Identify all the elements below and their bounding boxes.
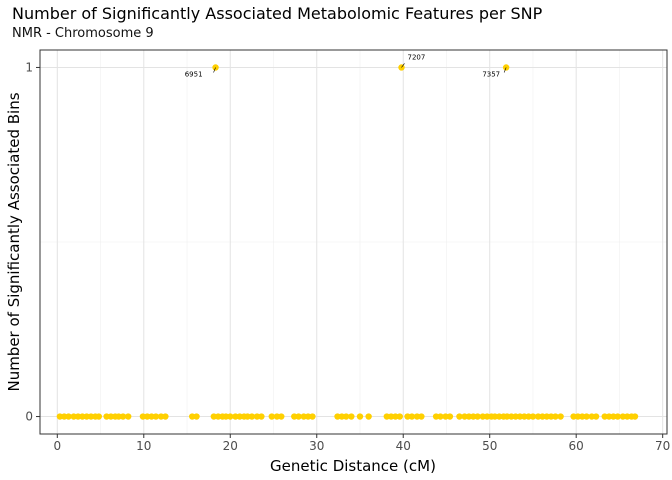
data-point xyxy=(365,413,372,420)
chart-title: Number of Significantly Associated Metab… xyxy=(12,4,543,23)
data-point xyxy=(227,413,234,420)
annotation-leader-line xyxy=(503,67,507,73)
y-tick-label: 1 xyxy=(25,60,33,74)
data-point xyxy=(342,413,350,420)
data-point xyxy=(278,413,285,420)
data-point xyxy=(446,413,454,420)
point-annotation-label: 6951 xyxy=(185,70,203,78)
data-point xyxy=(557,413,564,420)
data-point xyxy=(437,413,444,420)
x-tick-label: 10 xyxy=(136,439,151,453)
data-point xyxy=(592,413,600,420)
data-point xyxy=(408,413,416,420)
x-axis-title: Genetic Distance (cM) xyxy=(270,457,436,475)
data-point xyxy=(356,413,364,420)
x-tick-label: 70 xyxy=(655,439,670,453)
data-point xyxy=(248,413,256,420)
data-point xyxy=(125,413,132,420)
data-point xyxy=(65,413,72,420)
data-point xyxy=(529,413,537,420)
x-tick-label: 60 xyxy=(569,439,584,453)
data-point xyxy=(258,413,265,420)
data-point xyxy=(348,413,355,420)
data-point xyxy=(119,413,127,420)
x-tick-label: 20 xyxy=(223,439,238,453)
data-point xyxy=(268,413,275,420)
grid-layer xyxy=(40,50,667,434)
point-annotation-label: 7207 xyxy=(407,53,425,61)
annotations-layer: 6951 7207 7357 xyxy=(185,53,507,78)
data-point xyxy=(552,413,559,420)
data-point xyxy=(162,413,169,420)
points-layer xyxy=(56,64,639,420)
data-point xyxy=(474,413,481,420)
data-point xyxy=(456,413,463,420)
annotation-leader-line xyxy=(213,67,216,73)
data-point xyxy=(418,413,425,420)
data-point xyxy=(95,413,103,420)
y-tick-label: 0 xyxy=(25,410,33,424)
data-point xyxy=(396,413,403,420)
y-axis-title: Number of Significantly Associated Bins xyxy=(5,92,23,391)
annotation-leader-line xyxy=(401,63,405,68)
x-tick-label: 0 xyxy=(53,439,61,453)
axis-layer: 0 10 20 30 40 50 60 70 0 1 xyxy=(25,60,670,453)
data-point xyxy=(309,413,316,420)
data-point xyxy=(583,413,590,420)
x-tick-label: 30 xyxy=(309,439,324,453)
point-annotation-label: 7357 xyxy=(482,70,500,78)
data-point xyxy=(193,413,200,420)
data-point xyxy=(295,413,302,420)
data-point xyxy=(631,413,639,420)
data-point xyxy=(152,413,160,420)
data-point xyxy=(614,413,621,420)
plot-panel-border xyxy=(39,49,668,435)
x-tick-label: 50 xyxy=(482,439,497,453)
chart-subtitle: NMR - Chromosome 9 xyxy=(12,26,154,41)
x-tick-label: 40 xyxy=(396,439,411,453)
